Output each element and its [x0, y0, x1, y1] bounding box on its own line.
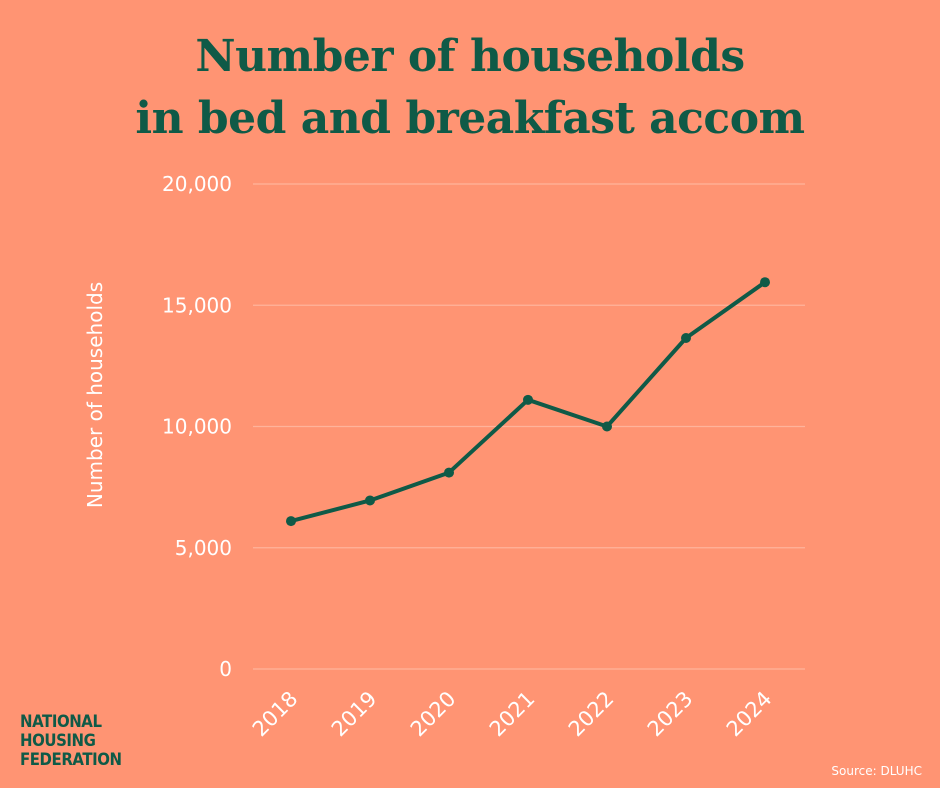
y-tick-label-5000: 5,000: [175, 536, 232, 560]
data-point-2018: [286, 516, 296, 527]
data-point-2019: [365, 495, 375, 506]
x-axis-ticks: 2018 2019 2020 2021 2022 2023 2024: [248, 687, 777, 742]
gridlines: [253, 183, 805, 670]
y-axis-title: Number of households: [83, 282, 107, 508]
logo-line-1: NATIONAL: [20, 712, 102, 732]
y-tick-label-10000: 10,000: [162, 415, 232, 439]
data-point-2021: [523, 394, 533, 405]
data-point-2023: [681, 332, 691, 343]
series-households: [286, 277, 770, 527]
x-tick-label-2023: 2023: [643, 687, 698, 742]
data-point-2024: [760, 277, 770, 288]
chart-title: Number of households in bed and breakfas…: [0, 26, 940, 150]
y-tick-label-0: 0: [219, 657, 232, 681]
y-axis-ticks: 0 5,000 10,000 15,000 20,000: [162, 172, 232, 681]
chart-title-line-1: Number of households: [195, 31, 745, 82]
logo-line-3: FEDERATION: [20, 750, 122, 770]
source-note: Source: DLUHC: [831, 764, 922, 778]
y-tick-label-20000: 20,000: [162, 172, 232, 196]
data-point-2020: [444, 467, 454, 478]
x-tick-label-2024: 2024: [722, 687, 777, 742]
national-housing-federation-logo: NATIONAL HOUSING FEDERATION: [20, 713, 122, 770]
x-tick-label-2022: 2022: [564, 687, 619, 742]
x-tick-label-2021: 2021: [485, 687, 540, 742]
logo-line-2: HOUSING: [20, 731, 96, 751]
chart-title-line-2: in bed and breakfast accom: [135, 93, 805, 144]
x-tick-label-2018: 2018: [248, 687, 303, 742]
y-tick-label-15000: 15,000: [162, 293, 232, 317]
x-tick-label-2020: 2020: [406, 687, 461, 742]
data-point-2022: [602, 421, 612, 432]
x-tick-label-2019: 2019: [327, 687, 382, 742]
